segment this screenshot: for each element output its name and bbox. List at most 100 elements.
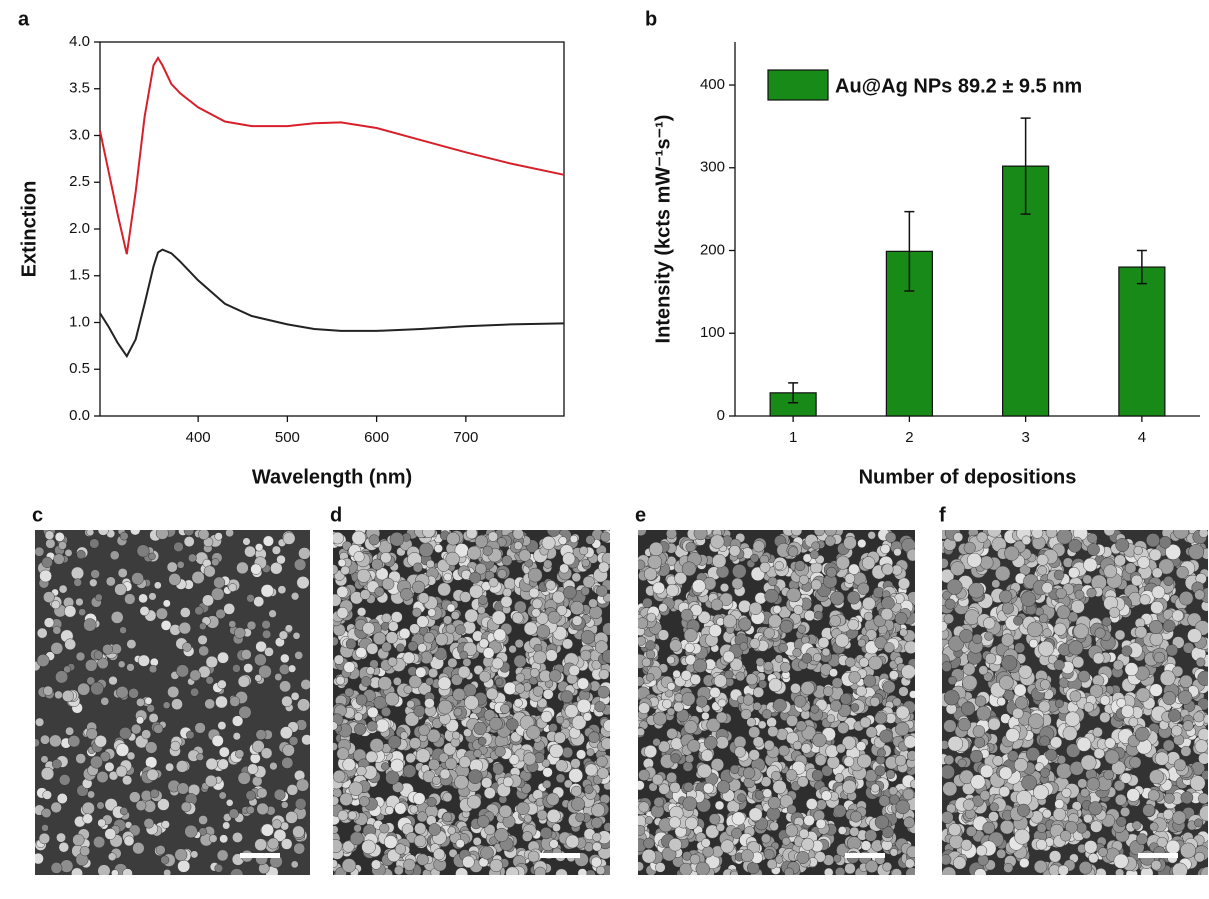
particle xyxy=(1013,683,1027,697)
particle xyxy=(261,619,271,630)
particle xyxy=(734,746,746,758)
particle xyxy=(555,715,565,725)
particle xyxy=(861,556,876,570)
particle xyxy=(218,746,230,758)
particle xyxy=(282,532,296,545)
particle xyxy=(577,677,590,690)
particle xyxy=(1053,659,1065,671)
particle xyxy=(1194,851,1205,863)
particle xyxy=(56,793,68,804)
particle xyxy=(1005,728,1020,743)
y-axis-label: Extinction xyxy=(18,181,40,278)
particle xyxy=(967,552,982,568)
particle xyxy=(387,656,398,667)
particle xyxy=(1159,670,1176,686)
particle xyxy=(1180,745,1192,757)
particle xyxy=(494,746,506,758)
particle xyxy=(685,654,696,666)
particle xyxy=(1048,850,1062,863)
particle xyxy=(399,627,411,640)
particle xyxy=(254,838,268,852)
particle xyxy=(643,567,658,581)
particle xyxy=(383,835,398,849)
particle xyxy=(1149,822,1159,832)
particle xyxy=(105,576,116,587)
particle xyxy=(1082,574,1093,585)
particle xyxy=(881,563,894,576)
particle xyxy=(494,827,509,843)
particle xyxy=(49,734,62,748)
particle xyxy=(462,658,472,667)
particle xyxy=(1056,762,1073,779)
particle xyxy=(297,698,310,712)
particle xyxy=(1187,628,1202,644)
particle xyxy=(779,619,794,634)
particle xyxy=(126,639,137,649)
particle xyxy=(549,839,559,849)
particle xyxy=(35,852,44,865)
particle xyxy=(1180,842,1196,859)
particle xyxy=(708,813,721,825)
particle xyxy=(655,862,666,873)
particle xyxy=(555,759,568,772)
particle xyxy=(117,568,128,578)
particle xyxy=(489,858,503,873)
particle xyxy=(586,748,595,757)
particle xyxy=(291,592,300,601)
particle xyxy=(541,759,551,768)
particle xyxy=(571,715,587,730)
particle xyxy=(377,676,392,691)
particle xyxy=(262,629,272,639)
particle xyxy=(1021,774,1037,791)
particle xyxy=(360,589,371,600)
particle xyxy=(89,538,100,549)
particle xyxy=(353,551,365,563)
particle xyxy=(512,612,524,624)
particle xyxy=(333,636,339,646)
particle xyxy=(35,717,45,727)
particle xyxy=(559,563,570,574)
particle xyxy=(411,607,422,618)
particle xyxy=(387,735,402,749)
particle xyxy=(979,790,991,801)
particle xyxy=(591,817,603,829)
particle xyxy=(1198,792,1208,805)
particle xyxy=(703,782,714,794)
particle xyxy=(528,587,540,599)
particle xyxy=(942,811,954,824)
particle xyxy=(848,671,861,684)
particle xyxy=(450,674,463,686)
particle xyxy=(786,731,799,745)
y-tick-label: 100 xyxy=(700,324,725,341)
particle xyxy=(594,640,609,654)
particle xyxy=(968,582,985,599)
particle xyxy=(1056,755,1067,765)
particle xyxy=(540,826,553,840)
particle xyxy=(400,588,413,601)
particle xyxy=(772,605,782,614)
particle xyxy=(1172,862,1188,875)
particle xyxy=(276,554,286,565)
particle xyxy=(710,534,725,549)
particle xyxy=(205,655,218,669)
particle xyxy=(881,596,895,610)
particle xyxy=(1104,737,1116,749)
particle xyxy=(160,855,170,865)
particle xyxy=(183,536,195,547)
particle xyxy=(523,752,537,766)
particle xyxy=(267,837,280,850)
particle xyxy=(79,845,91,857)
particle xyxy=(205,676,214,685)
particle xyxy=(143,818,155,829)
particle xyxy=(333,564,339,575)
particle xyxy=(806,798,818,810)
particle xyxy=(493,628,507,642)
particle xyxy=(40,755,49,764)
particle xyxy=(65,726,75,736)
particle xyxy=(658,783,670,795)
particle xyxy=(829,615,842,627)
particle xyxy=(294,798,307,810)
particle xyxy=(215,695,228,709)
particle xyxy=(254,653,267,667)
particle xyxy=(148,592,157,601)
